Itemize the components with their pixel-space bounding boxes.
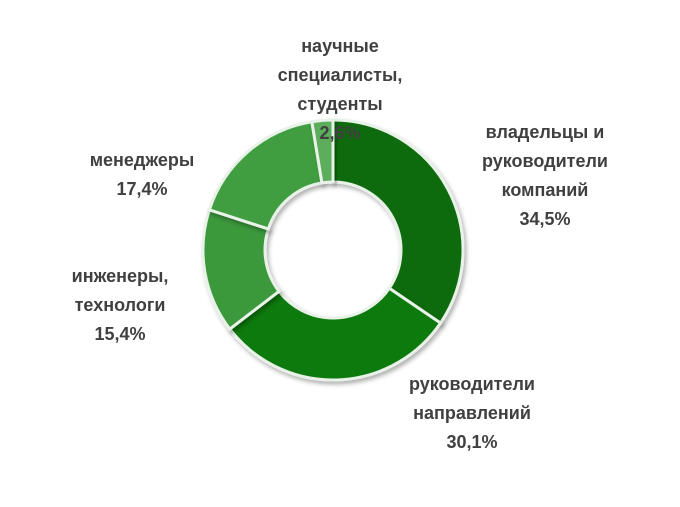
value-label: 15,4% xyxy=(94,324,146,344)
slice-label: руководители направлений 30,1% xyxy=(397,370,547,457)
slice-label: менеджеры 17,4% xyxy=(72,146,212,204)
category-label: инженеры, технологи xyxy=(71,266,169,315)
slice xyxy=(310,118,335,185)
slice-label: владельцы и руководители компаний 34,5% xyxy=(460,118,630,234)
category-label: владельцы и руководители компаний xyxy=(482,122,608,200)
category-label: руководители направлений xyxy=(409,374,535,423)
slice xyxy=(331,118,465,326)
value-label: 30,1% xyxy=(446,432,498,452)
category-label: научные специалисты, студенты xyxy=(277,36,403,114)
slice xyxy=(227,286,443,382)
slice-label: научные специалисты, студенты 2,6% xyxy=(265,32,415,148)
category-label: менеджеры xyxy=(89,150,195,170)
value-label: 17,4% xyxy=(116,179,168,199)
slice-label: инженеры, технологи 15,4% xyxy=(60,262,180,349)
value-label: 2,6% xyxy=(319,123,361,143)
value-label: 34,5% xyxy=(519,209,571,229)
